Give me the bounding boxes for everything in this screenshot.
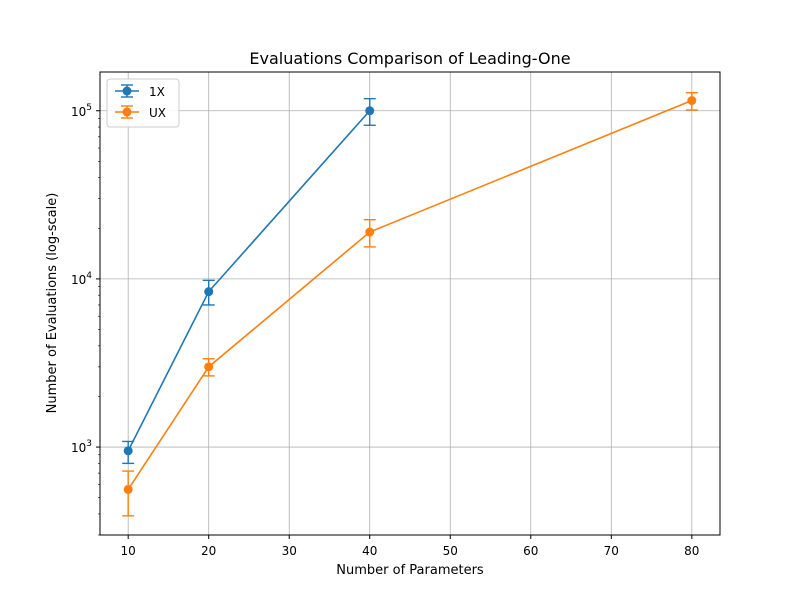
x-tick-label: 70 <box>604 544 619 558</box>
legend: 1X UX <box>106 78 180 128</box>
y-tick-label: 105 <box>71 103 92 119</box>
legend-marker <box>122 107 132 117</box>
x-tick-label: 10 <box>121 544 136 558</box>
legend-label: UX <box>149 106 166 120</box>
axes-layer: 10 20 30 40 50 60 70 80 103 104 105 <box>71 71 721 558</box>
data-point <box>365 227 375 237</box>
x-tick-label: 80 <box>684 544 699 558</box>
x-tick-label: 30 <box>282 544 297 558</box>
x-tick-label: 60 <box>523 544 538 558</box>
series-layer <box>122 92 698 517</box>
legend-item-1X: 1X <box>115 84 165 99</box>
chart-title: Evaluations Comparison of Leading-One <box>249 49 570 68</box>
x-tick-label: 40 <box>362 544 377 558</box>
data-point <box>687 96 697 106</box>
data-point <box>123 484 133 494</box>
plot-frame <box>99 71 721 536</box>
y-tick-label: 103 <box>71 439 92 455</box>
legend-item-UX: UX <box>115 105 166 120</box>
data-point <box>204 287 214 297</box>
data-point <box>204 362 214 372</box>
legend-label: 1X <box>149 85 165 99</box>
series-1X <box>122 97 376 465</box>
data-point <box>365 106 375 116</box>
y-axis-label: Number of Evaluations (log-scale) <box>45 193 60 414</box>
series-line <box>127 99 693 490</box>
x-axis-label: Number of Parameters <box>336 563 484 578</box>
x-tick-label: 50 <box>443 544 458 558</box>
y-tick-label: 104 <box>71 271 92 287</box>
legend-marker <box>122 86 132 96</box>
x-tick-label: 20 <box>201 544 216 558</box>
legend-box <box>106 78 180 128</box>
data-point <box>123 446 133 456</box>
series-UX <box>122 92 698 517</box>
